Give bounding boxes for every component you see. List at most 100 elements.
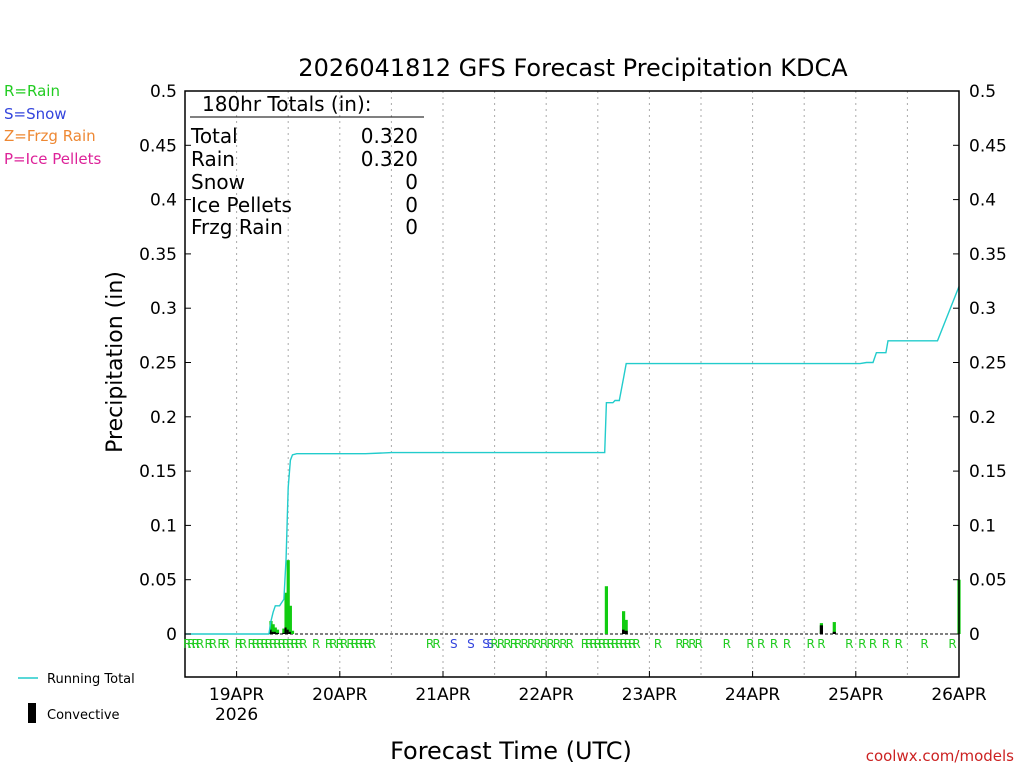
y-tick-label-right-10: 0.5 [969,82,996,102]
ptype-mark-55: R [589,637,597,651]
precip-bar-7 [288,605,292,634]
y-tick-label-left-0: 0 [166,625,177,645]
ptype-mark-83: R [920,637,928,651]
ptype-mark-10: R [247,637,255,651]
ptype-mark-0: R [183,637,191,651]
y-tick-label-right-8: 0.4 [969,191,996,211]
ptype-mark-72: R [746,637,754,651]
convective-bar-3 [275,632,280,634]
totals-box: 180hr Totals (in): Total 0.320 Rain 0.32… [190,92,424,239]
ptype-mark-69: R [688,637,696,651]
x-tick-label-25apr: 25APR [828,685,884,705]
convective-bar-4 [282,632,286,634]
ptype-mark-44: R [514,637,522,651]
ptype-mark-80: R [869,637,877,651]
ptype-mark-56: R [594,637,602,651]
ptype-mark-11: R [252,637,260,651]
ptype-mark-74: R [770,637,778,651]
ptype-mark-43: R [510,637,518,651]
ptype-mark-35: R [432,637,440,651]
ptype-mark-75: R [783,637,791,651]
ptype-mark-34: R [426,637,434,651]
ptype-mark-26: R [336,637,344,651]
y-tick-label-left-7: 0.35 [139,245,177,265]
precip-bar-9 [604,586,608,634]
y-tick-label-left-8: 0.4 [150,191,177,211]
y-axis-label: Precipitation (in) [103,271,128,453]
ptype-mark-31: R [359,637,367,651]
ptype-mark-17: R [278,637,286,651]
x-tick-label-23apr: 23APR [622,685,678,705]
convective-bar-7 [288,631,292,634]
ptype-mark-20: R [290,637,298,651]
ptype-mark-76: R [806,637,814,651]
y-tick-label-left-6: 0.3 [150,299,177,319]
ptype-mark-14: R [265,637,273,651]
ptype-mark-79: R [858,637,866,651]
convective-bar-10 [622,629,626,634]
convective-bar-1 [271,631,275,634]
ptype-mark-53: R [581,637,589,651]
ptype-mark-28: R [346,637,354,651]
y-tick-label-right-1: 0.05 [969,571,1007,591]
ptype-mark-62: R [619,637,627,651]
y-tick-label-right-2: 0.1 [969,516,996,536]
running-total-line [185,286,960,635]
ptype-mark-9: R [239,637,247,651]
ptype-mark-67: R [675,637,683,651]
ptype-mark-54: R [585,637,593,651]
convective-bar-0 [269,629,273,634]
ptype-mark-8: R [235,637,243,651]
convective-bar-5 [284,627,288,634]
ptype-mark-45: R [521,637,529,651]
y-tick-label-left-3: 0.15 [139,462,177,482]
convective-bar-13 [832,631,836,634]
x-tick-label-20apr: 20APR [312,685,368,705]
x-tick-label-22apr: 22APR [519,685,575,705]
ptype-mark-5: R [209,637,217,651]
legend-frzg-rain: Z=Frzg Rain [4,127,96,145]
ptype-mark-39: S [486,637,494,651]
totals-value-total: 0.320 [361,124,418,148]
totals-value-ice-pellets: 0 [405,193,418,217]
ptype-mark-40: R [490,637,498,651]
ptype-mark-63: R [624,637,632,651]
ptype-mark-57: R [598,637,606,651]
precip-bar-5 [284,592,288,634]
ptype-mark-60: R [611,637,619,651]
ptype-mark-81: R [882,637,890,651]
totals-value-snow: 0 [405,170,418,194]
totals-label-ice-pellets: Ice Pellets [191,193,292,217]
ptype-mark-23: R [312,637,320,651]
ptype-mark-4: R [204,637,212,651]
ptype-mark-19: R [286,637,294,651]
grid-lines [185,91,959,677]
ptype-mark-12: R [256,637,264,651]
ptype-mark-36: S [450,637,458,651]
totals-label-snow: Snow [191,170,245,194]
ptype-mark-84: R [948,637,956,651]
ptype-mark-32: R [364,637,372,651]
ptype-mark-38: S [482,637,490,651]
x-tick-label-26apr: 26APR [931,685,987,705]
y-tick-label-right-5: 0.25 [969,354,1007,374]
totals-header: 180hr Totals (in): [202,92,372,116]
ptype-mark-16: R [273,637,281,651]
ptype-mark-1: R [187,637,195,651]
x-tick-label-24apr: 24APR [725,685,781,705]
ptype-mark-42: R [503,637,511,651]
ptype-mark-68: R [682,637,690,651]
ptype-mark-66: R [654,637,662,651]
ptype-mark-49: R [546,637,554,651]
y-tick-label-left-5: 0.25 [139,354,177,374]
convective-bar-2 [273,631,277,634]
credit-link[interactable]: coolwx.com/models [866,747,1014,765]
precip-bars [269,560,961,634]
y-tick-label-right-3: 0.15 [969,462,1007,482]
ptype-mark-58: R [602,637,610,651]
precip-bar-11 [624,619,628,634]
ptype-mark-64: R [628,637,636,651]
y-tick-label-left-4: 0.2 [150,408,177,428]
x-axis-label: Forecast Time (UTC) [390,737,632,765]
